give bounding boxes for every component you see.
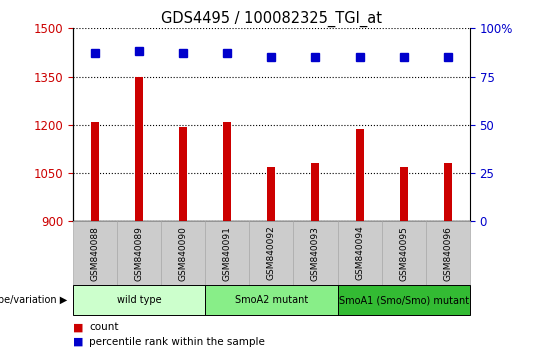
Bar <box>267 167 275 221</box>
Text: GSM840090: GSM840090 <box>179 225 188 281</box>
Text: ■: ■ <box>73 322 83 332</box>
Bar <box>135 76 143 221</box>
Bar <box>355 129 363 221</box>
Bar <box>91 121 99 221</box>
Text: genotype/variation ▶: genotype/variation ▶ <box>0 295 68 305</box>
Title: GDS4495 / 100082325_TGI_at: GDS4495 / 100082325_TGI_at <box>161 11 382 27</box>
Text: GSM840094: GSM840094 <box>355 226 364 280</box>
Text: GSM840089: GSM840089 <box>134 225 144 281</box>
Text: GSM840093: GSM840093 <box>311 225 320 281</box>
Bar <box>444 163 452 221</box>
Text: wild type: wild type <box>117 295 161 305</box>
Bar <box>400 167 408 221</box>
Bar <box>223 121 231 221</box>
Text: count: count <box>89 322 119 332</box>
Text: GSM840096: GSM840096 <box>443 225 452 281</box>
Text: GSM840092: GSM840092 <box>267 226 276 280</box>
Text: GSM840091: GSM840091 <box>223 225 232 281</box>
Text: percentile rank within the sample: percentile rank within the sample <box>89 337 265 347</box>
Text: SmoA1 (Smo/Smo) mutant: SmoA1 (Smo/Smo) mutant <box>339 295 469 305</box>
Text: ■: ■ <box>73 337 83 347</box>
Text: GSM840095: GSM840095 <box>399 225 408 281</box>
Bar <box>179 127 187 221</box>
Text: SmoA2 mutant: SmoA2 mutant <box>235 295 308 305</box>
Text: GSM840088: GSM840088 <box>91 225 99 281</box>
Bar <box>312 163 320 221</box>
